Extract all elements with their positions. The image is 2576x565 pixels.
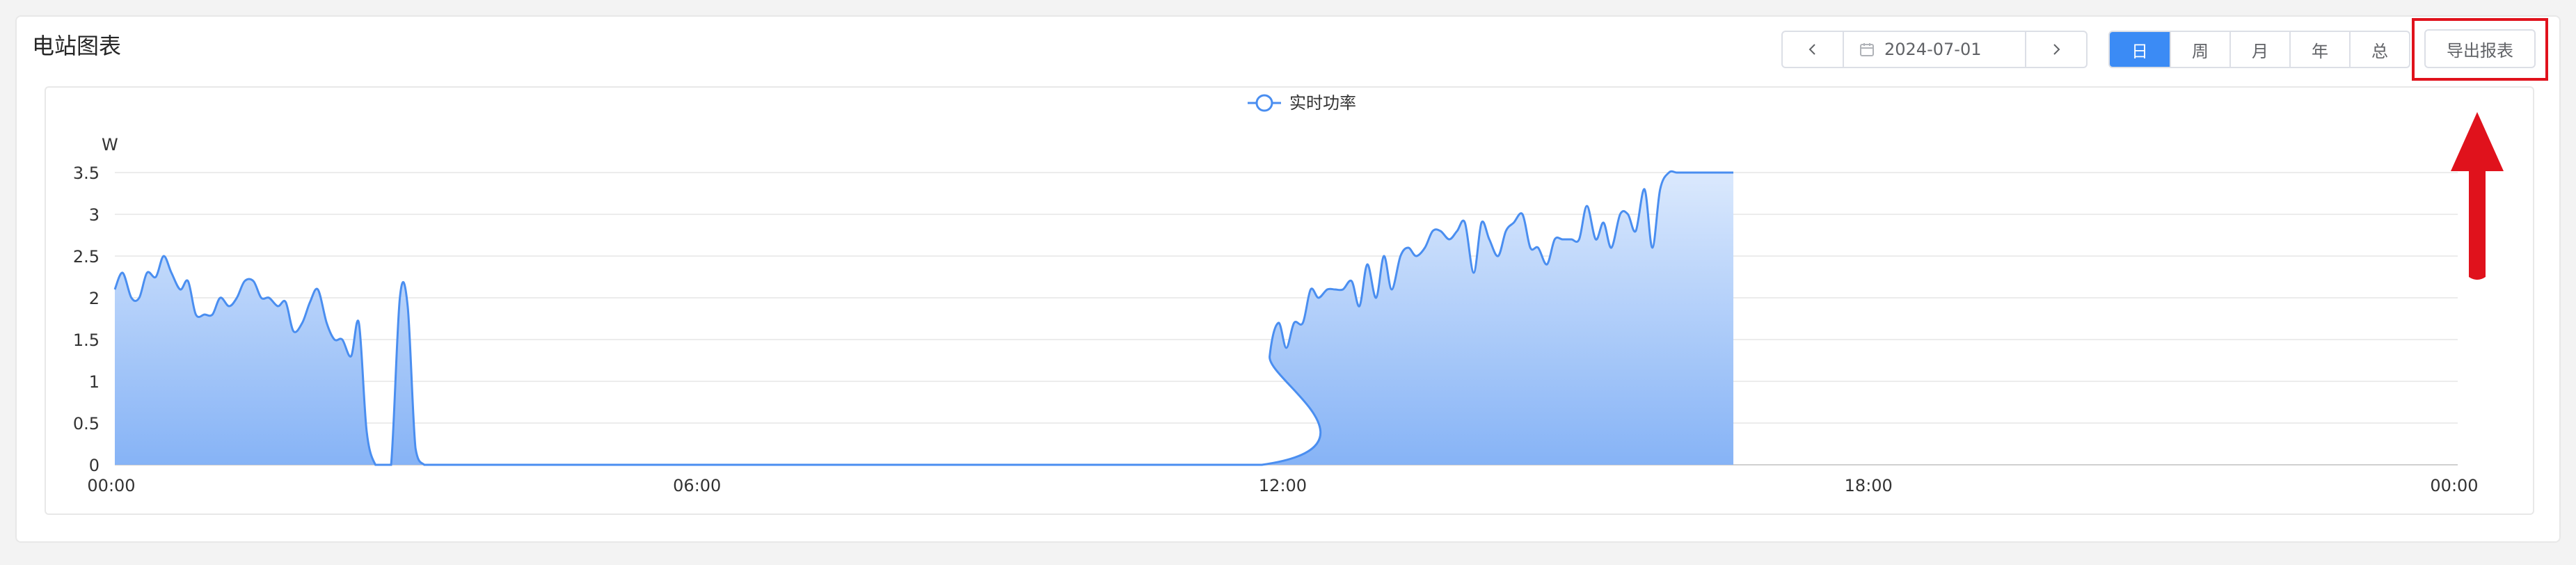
next-date-button[interactable]	[2026, 32, 2086, 67]
tab-day[interactable]: 日	[2110, 32, 2170, 67]
x-tick-label: 00:00	[2430, 476, 2478, 495]
x-tick-label: 00:00	[87, 476, 135, 495]
y-tick-label: 1	[89, 372, 100, 392]
prev-date-button[interactable]	[1783, 32, 1843, 67]
y-axis: 0 0.5 1 1.5 2 2.5 3 3.5	[73, 164, 100, 475]
chevron-right-icon	[2053, 44, 2060, 55]
x-axis: 00:00 06:00 12:00 18:00 00:00	[87, 476, 2478, 495]
tab-year[interactable]: 年	[2289, 32, 2349, 67]
y-tick-label: 1.5	[73, 331, 100, 350]
date-navigator: 2024-07-01	[1781, 31, 2088, 68]
period-selector: 日 周 月 年 总	[2108, 31, 2410, 68]
y-tick-label: 2.5	[73, 247, 100, 266]
legend: 实时功率	[1248, 93, 1356, 113]
y-tick-label: 0	[89, 456, 100, 475]
tab-total[interactable]: 总	[2349, 32, 2409, 67]
chevron-left-icon	[1808, 44, 1815, 55]
y-tick-label: 0.5	[73, 414, 100, 433]
legend-label: 实时功率	[1289, 93, 1356, 113]
tab-month[interactable]: 月	[2229, 32, 2289, 67]
page-title: 电站图表	[32, 33, 122, 59]
x-tick-label: 06:00	[673, 476, 721, 495]
y-tick-label: 3	[89, 205, 100, 225]
y-axis-unit: W	[102, 135, 118, 154]
annotation-highlight-box	[2412, 18, 2548, 81]
export-report-button[interactable]: 导出报表	[2424, 29, 2536, 68]
chart-card	[15, 15, 2561, 543]
y-tick-label: 3.5	[73, 164, 100, 183]
selected-date: 2024-07-01	[1884, 40, 1982, 59]
tab-week[interactable]: 周	[2170, 32, 2229, 67]
series-area	[115, 171, 1734, 465]
x-tick-label: 12:00	[1259, 476, 1307, 495]
legend-circle-mark	[1255, 94, 1273, 112]
annotation-arrow	[2451, 112, 2504, 280]
chart-panel	[45, 86, 2534, 515]
grid-lines	[115, 172, 2458, 465]
x-tick-label: 18:00	[1845, 476, 1893, 495]
date-picker-input[interactable]: 2024-07-01	[1843, 32, 2026, 67]
calendar-icon	[1860, 43, 1874, 56]
series-line	[113, 170, 1734, 466]
y-tick-label: 2	[89, 289, 100, 308]
series-layer	[113, 170, 1734, 466]
